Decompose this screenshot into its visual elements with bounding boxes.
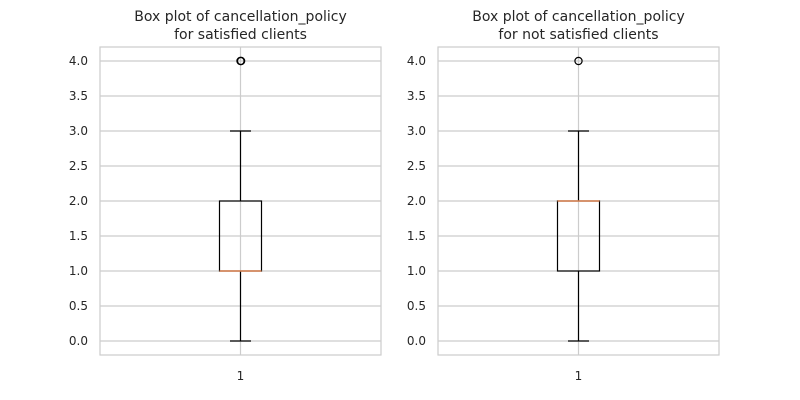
y-tick-label: 0.0 — [407, 334, 426, 348]
y-tick-label: 1.5 — [407, 229, 426, 243]
axes-frame — [437, 46, 720, 356]
y-tick-label: 0.5 — [407, 299, 426, 313]
y-tick-label: 1.0 — [407, 264, 426, 278]
y-tick-label: 2.0 — [69, 194, 88, 208]
y-tick-label: 3.5 — [69, 89, 88, 103]
outlier-point — [574, 56, 583, 66]
y-tick-label: 0.5 — [69, 299, 88, 313]
y-tick-label: 0.0 — [69, 334, 88, 348]
y-tick-label: 1.0 — [69, 264, 88, 278]
y-tick-label: 2.5 — [69, 159, 88, 173]
chart-title-line: for satisfied clients — [174, 27, 307, 43]
y-tick-label: 3.0 — [69, 124, 88, 138]
right-box-plot-panel: 0.0 0.5 1.0 1.5 2.0 2.5 3.0 3.5 4.0 1 Box plot of … — [407, 9, 720, 383]
y-tick-label: 2.5 — [407, 159, 426, 173]
y-tick-label: 4.0 — [69, 54, 88, 68]
y-tick-label: 1.5 — [69, 229, 88, 243]
x-tick-label: 1 — [237, 369, 245, 383]
outlier-point — [236, 56, 246, 66]
left-box-plot-panel: 0.0 0.5 1.0 1.5 2.0 2.5 3.0 3.5 4.0 1 Box plot of … — [69, 9, 382, 383]
chart-title-line: Box plot of cancellation_policy — [134, 9, 347, 25]
y-tick-label: 2.0 — [407, 194, 426, 208]
chart-title-line: for not satisfied clients — [498, 27, 658, 43]
x-tick-label: 1 — [575, 369, 583, 383]
y-tick-label: 3.5 — [407, 89, 426, 103]
y-tick-label: 3.0 — [407, 124, 426, 138]
axes-frame — [99, 46, 382, 356]
y-tick-label: 4.0 — [407, 54, 426, 68]
chart-title-line: Box plot of cancellation_policy — [472, 9, 685, 25]
